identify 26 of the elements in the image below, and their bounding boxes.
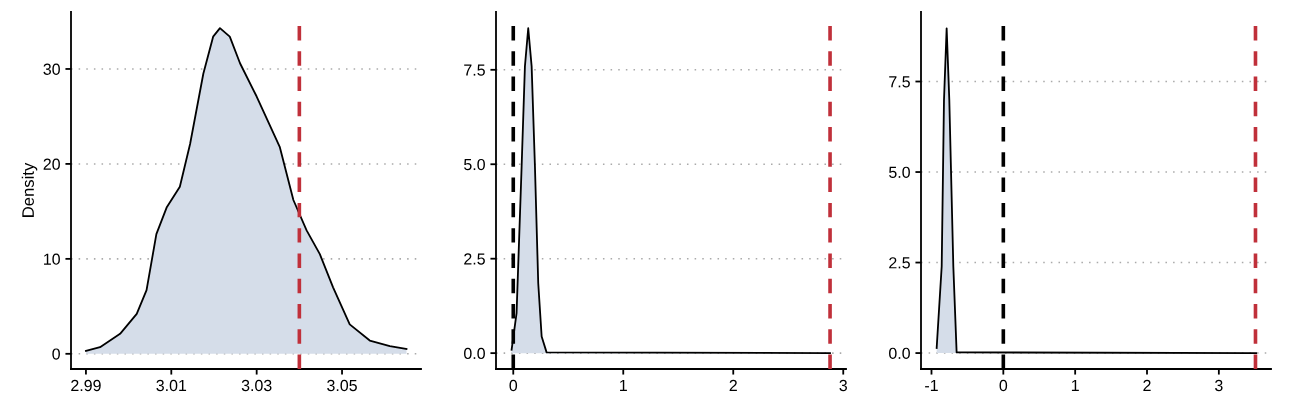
y-tick-label: 5.0: [889, 166, 910, 178]
x-tick-label: 2: [729, 379, 737, 391]
y-axis-title: Density: [21, 162, 38, 217]
x-tick-label: 3.05: [327, 379, 357, 392]
y-tick-label: 30: [43, 63, 60, 75]
y-tick-label: 7.5: [889, 76, 910, 88]
x-tick-label: 1: [1071, 380, 1079, 391]
x-tick-label: 3.03: [241, 379, 272, 392]
x-tick-label: 1: [620, 380, 627, 391]
x-tick-label: 3: [839, 379, 847, 392]
x-tick-label: -1: [925, 380, 938, 391]
x-tick-label: 3.01: [156, 379, 187, 392]
y-tick-label: 5.0: [464, 158, 485, 171]
x-tick-label: 0: [999, 379, 1008, 392]
x-tick-label: 3: [1215, 379, 1223, 392]
y-tick-label: 20: [43, 158, 60, 170]
y-tick-label: 7.5: [464, 64, 485, 76]
x-tick-label: 2.99: [71, 379, 101, 392]
x-tick-label: 0: [509, 379, 518, 392]
y-tick-label: 2.5: [464, 253, 485, 265]
y-tick-label: 0: [52, 348, 60, 360]
x-tick-label: 2: [1143, 379, 1151, 391]
y-tick-label: 2.5: [889, 257, 910, 269]
y-tick-label: 10: [44, 253, 60, 265]
y-tick-label: 0.0: [464, 347, 485, 360]
y-tick-label: 0.0: [889, 347, 910, 360]
